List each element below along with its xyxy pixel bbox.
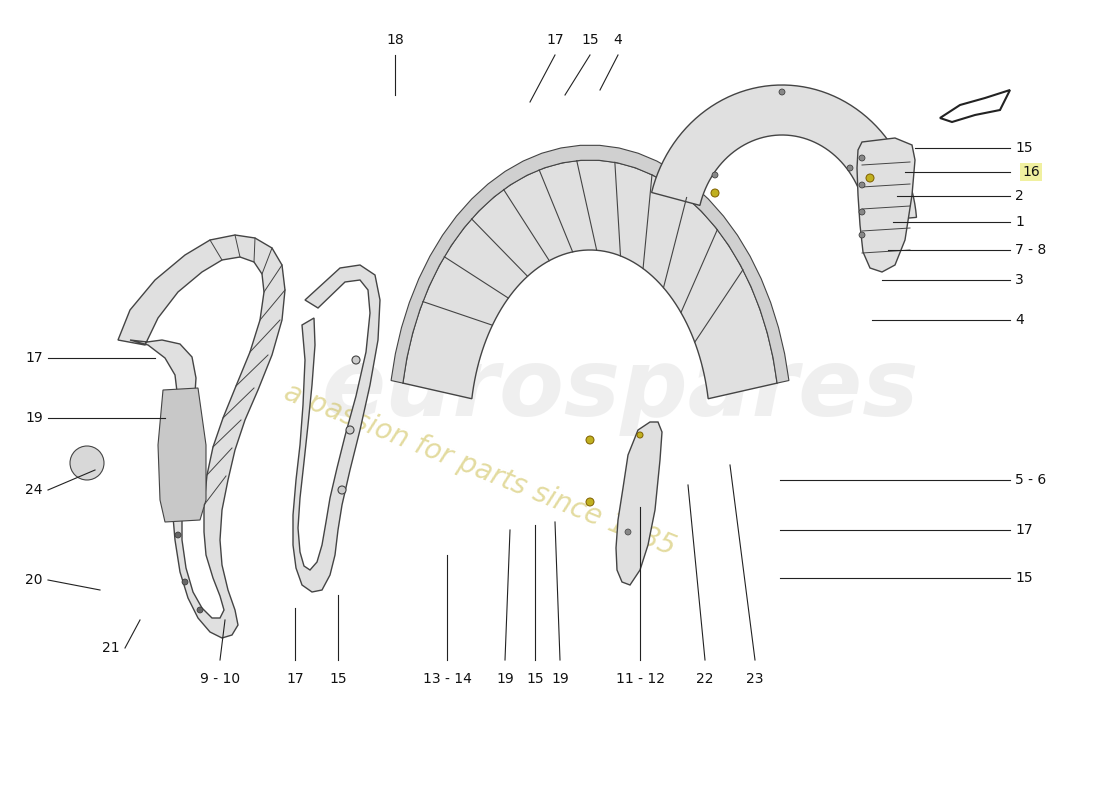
Text: 2: 2: [1015, 189, 1024, 203]
Circle shape: [182, 579, 188, 585]
Text: 18: 18: [386, 33, 404, 47]
Circle shape: [712, 172, 718, 178]
Circle shape: [586, 436, 594, 444]
Polygon shape: [940, 90, 1010, 122]
Polygon shape: [293, 265, 380, 592]
Circle shape: [175, 532, 182, 538]
Circle shape: [859, 155, 865, 161]
Text: 17: 17: [286, 672, 304, 686]
Text: 17: 17: [25, 351, 43, 365]
Polygon shape: [651, 85, 916, 222]
Polygon shape: [158, 388, 206, 522]
Circle shape: [625, 529, 631, 535]
Text: 15: 15: [329, 672, 346, 686]
Circle shape: [197, 607, 204, 613]
Text: 19: 19: [496, 672, 514, 686]
Text: 17: 17: [547, 33, 564, 47]
Text: 20: 20: [25, 573, 43, 587]
Text: 21: 21: [102, 641, 120, 655]
Polygon shape: [616, 422, 662, 585]
Text: 16: 16: [1022, 165, 1040, 179]
Circle shape: [352, 356, 360, 364]
Text: 9 - 10: 9 - 10: [200, 672, 240, 686]
Circle shape: [859, 232, 865, 238]
Circle shape: [847, 165, 852, 171]
Circle shape: [346, 426, 354, 434]
Polygon shape: [392, 146, 789, 383]
Text: 4: 4: [614, 33, 623, 47]
Text: 13 - 14: 13 - 14: [422, 672, 472, 686]
Circle shape: [859, 209, 865, 215]
Circle shape: [779, 89, 785, 95]
Text: 4: 4: [1015, 313, 1024, 327]
Text: 23: 23: [746, 672, 763, 686]
Circle shape: [338, 486, 346, 494]
Text: 5 - 6: 5 - 6: [1015, 473, 1046, 487]
Circle shape: [711, 189, 719, 197]
Text: 15: 15: [526, 672, 543, 686]
Text: 22: 22: [696, 672, 714, 686]
Text: 7 - 8: 7 - 8: [1015, 243, 1046, 257]
Text: 15: 15: [581, 33, 598, 47]
Polygon shape: [857, 138, 915, 272]
Text: 15: 15: [1015, 141, 1033, 155]
Text: eurospares: eurospares: [321, 344, 918, 436]
Text: 15: 15: [1015, 571, 1033, 585]
Text: a passion for parts since 1985: a passion for parts since 1985: [280, 378, 680, 562]
Text: 3: 3: [1015, 273, 1024, 287]
Circle shape: [637, 432, 644, 438]
Circle shape: [586, 498, 594, 506]
Text: 19: 19: [25, 411, 43, 425]
Text: 17: 17: [1015, 523, 1033, 537]
Text: 24: 24: [25, 483, 43, 497]
Polygon shape: [403, 160, 777, 398]
Circle shape: [859, 182, 865, 188]
Text: 19: 19: [551, 672, 569, 686]
Text: 11 - 12: 11 - 12: [616, 672, 664, 686]
Text: 1: 1: [1015, 215, 1024, 229]
Circle shape: [866, 174, 874, 182]
Circle shape: [70, 446, 104, 480]
Polygon shape: [118, 235, 285, 638]
